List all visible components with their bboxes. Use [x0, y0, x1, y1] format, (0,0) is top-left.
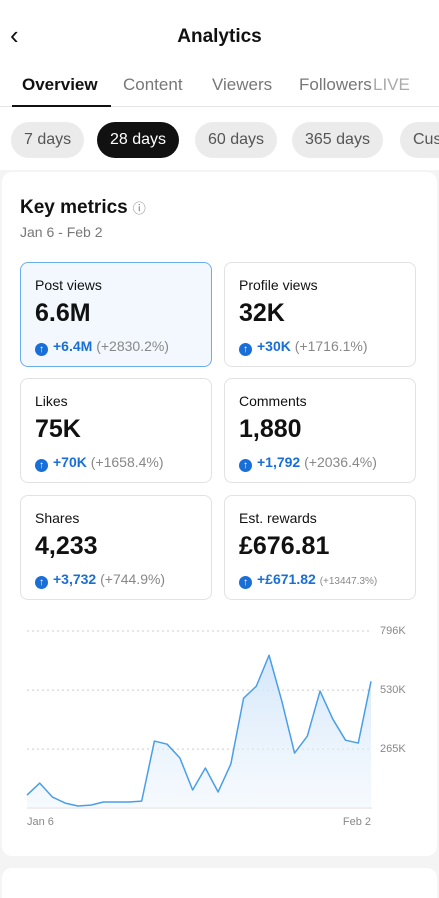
tab[interactable]: LIVE	[373, 75, 410, 94]
x-tick-label: Feb 2	[343, 816, 371, 828]
change-value: +70K	[53, 454, 87, 470]
metric-change: ↑ +70K (+1658.4%)	[35, 454, 164, 472]
metric-label: Shares	[35, 510, 80, 526]
change-percent: (+13447.3%)	[319, 576, 378, 587]
change-value: +1,792	[257, 454, 301, 470]
metric-label: Likes	[35, 393, 68, 409]
section-title-text: Key metrics	[20, 197, 128, 218]
metric-value: 32K	[239, 299, 285, 327]
change-percent: (+744.9%)	[100, 571, 166, 587]
up-icon: ↑	[35, 576, 48, 589]
period-chip[interactable]: 365 days	[292, 122, 383, 158]
y-tick-label: 796K	[380, 625, 406, 637]
metric-value: 6.6M	[35, 299, 91, 327]
metric-change: ↑ +30K (+1716.1%)	[239, 338, 368, 356]
metric-value: 75K	[35, 415, 81, 443]
up-icon: ↑	[239, 343, 252, 356]
metric-change: ↑ +3,732 (+744.9%)	[35, 571, 165, 589]
metric-value: £676.81	[239, 532, 330, 560]
back-button[interactable]: ‹	[10, 20, 19, 50]
metric-label: Comments	[239, 393, 307, 409]
metric-card[interactable]: Est. rewards £676.81 ↑ +£671.82 (+13447.3%)	[224, 495, 416, 600]
change-value: +6.4M	[53, 338, 93, 354]
metric-card[interactable]: Likes 75K ↑ +70K (+1658.4%)	[20, 378, 212, 483]
period-chip[interactable]: 7 days	[11, 122, 85, 158]
next-panel	[2, 868, 437, 898]
metric-label: Profile views	[239, 277, 318, 293]
period-chip[interactable]: 60 days	[195, 122, 278, 158]
metric-label: Post views	[35, 277, 102, 293]
change-percent: (+2830.2%)	[96, 338, 169, 354]
metric-change: ↑ +£671.82 (+13447.3%)	[239, 571, 377, 589]
page-title: Analytics	[177, 26, 262, 47]
tab[interactable]: Overview	[22, 75, 98, 94]
up-icon: ↑	[35, 459, 48, 472]
line	[26, 654, 372, 807]
change-value: +3,732	[53, 571, 97, 587]
metric-value: 1,880	[239, 415, 302, 443]
change-value: +30K	[257, 338, 291, 354]
change-percent: (+1658.4%)	[90, 454, 164, 470]
tab[interactable]: Viewers	[212, 75, 273, 94]
change-percent: (+2036.4%)	[304, 454, 377, 470]
period-chip[interactable]: Custom	[400, 122, 439, 158]
change-percent: (+1716.1%)	[294, 338, 368, 354]
metric-card[interactable]: Profile views 32K ↑ +30K (+1716.1%)	[224, 262, 416, 367]
up-icon: ↑	[35, 343, 48, 356]
y-tick-label: 530K	[380, 684, 406, 696]
line-area	[27, 655, 371, 808]
tab[interactable]: Followers	[299, 75, 372, 94]
tab-underline	[12, 105, 111, 107]
metric-change: ↑ +6.4M (+2830.2%)	[35, 338, 169, 356]
metric-label: Est. rewards	[239, 510, 317, 526]
tab-divider	[0, 106, 439, 107]
metric-card[interactable]: Comments 1,880 ↑ +1,792 (+2036.4%)	[224, 378, 416, 483]
metric-value: 4,233	[35, 532, 98, 560]
metric-card[interactable]: Shares 4,233 ↑ +3,732 (+744.9%)	[20, 495, 212, 600]
section-title: Key metrics ⓘ	[20, 197, 146, 219]
metric-change: ↑ +1,792 (+2036.4%)	[239, 454, 377, 472]
x-tick-label: Jan 6	[27, 816, 54, 828]
tab[interactable]: Content	[123, 75, 183, 94]
date-range: Jan 6 - Feb 2	[20, 224, 103, 240]
change-value: +£671.82	[257, 571, 316, 587]
metric-card[interactable]: Post views 6.6M ↑ +6.4M (+2830.2%)	[20, 262, 212, 367]
y-tick-label: 265K	[380, 743, 406, 755]
up-icon: ↑	[239, 459, 252, 472]
period-chip[interactable]: 28 days	[97, 122, 180, 158]
info-icon[interactable]: ⓘ	[132, 201, 146, 216]
up-icon: ↑	[239, 576, 252, 589]
